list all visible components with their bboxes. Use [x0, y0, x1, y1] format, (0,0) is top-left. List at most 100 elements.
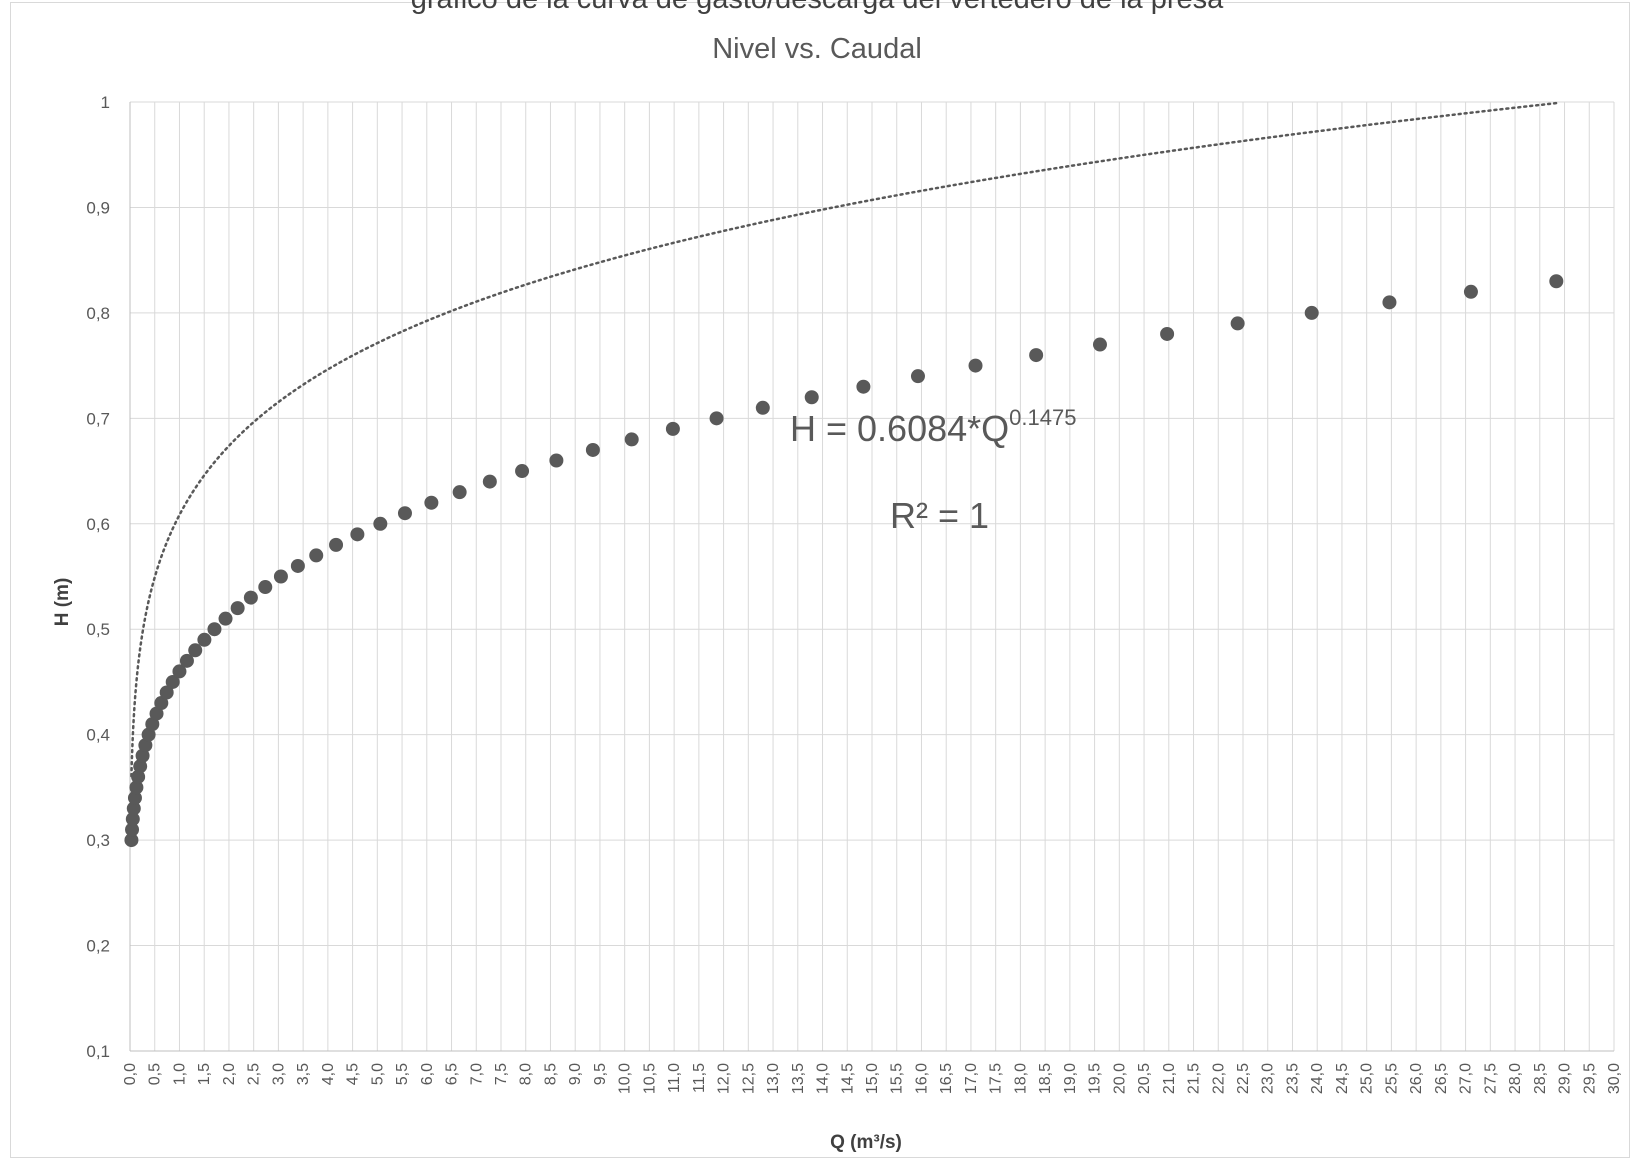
x-tick-label: 16,5 [938, 1063, 955, 1094]
chart-title: Nivel vs. Caudal [712, 33, 922, 65]
data-point [515, 464, 530, 479]
data-point [141, 727, 156, 742]
data-point [207, 622, 222, 637]
data-point [125, 822, 140, 837]
x-tick-label: 8,5 [542, 1063, 559, 1085]
equation-exponent: 0.1475 [1009, 405, 1076, 430]
y-tick-label: 1 [101, 93, 110, 112]
data-point [172, 664, 187, 679]
x-tick-label: 3,5 [295, 1063, 312, 1085]
data-point [131, 769, 146, 784]
data-point [125, 812, 140, 827]
y-tick-label: 0,2 [86, 937, 110, 956]
data-points [124, 274, 1564, 848]
data-point [1463, 284, 1478, 299]
x-tick-label: 24,5 [1334, 1063, 1351, 1094]
y-axis-title: H (m) [52, 578, 73, 627]
data-point [910, 369, 925, 384]
data-point [1160, 326, 1175, 341]
x-tick-label: 6,0 [419, 1063, 436, 1085]
trendline [130, 101, 1558, 778]
data-point [1382, 295, 1397, 310]
data-point [127, 790, 142, 805]
x-tick-label: 1,0 [171, 1063, 188, 1085]
data-point [1549, 274, 1564, 289]
x-tick-label: 15,0 [864, 1063, 881, 1094]
x-tick-label: 10,0 [617, 1063, 634, 1094]
x-tick-label: 9,5 [592, 1063, 609, 1085]
data-point [709, 411, 724, 426]
x-tick-label: 23,0 [1260, 1063, 1277, 1094]
x-tick-label: 6,5 [444, 1063, 461, 1085]
x-tick-label: 14,5 [839, 1063, 856, 1094]
chart-area-border [10, 2, 1630, 1158]
trendline-layer [130, 101, 1558, 778]
data-point [165, 674, 180, 689]
y-tick-label: 0,5 [86, 620, 110, 639]
data-point [549, 453, 564, 468]
x-axis-title: Q (m³/s) [830, 1132, 902, 1153]
axes [129, 102, 1614, 1052]
y-tick-label: 0,8 [86, 304, 110, 323]
y-tick-label: 0,1 [86, 1042, 110, 1061]
data-point [350, 527, 365, 542]
data-point [149, 706, 164, 721]
x-tick-label: 1,5 [196, 1063, 213, 1085]
x-tick-label: 26,0 [1408, 1063, 1425, 1094]
data-point [243, 590, 258, 605]
data-point [755, 400, 770, 415]
gridlines [129, 101, 1615, 1052]
x-tick-label: 10,5 [641, 1063, 658, 1094]
data-point [309, 548, 324, 563]
data-point [968, 358, 983, 373]
equation-text: H = 0.6084*Q [790, 408, 1009, 449]
data-point [230, 601, 245, 616]
x-tick-label: 2,5 [246, 1063, 263, 1085]
data-point [179, 653, 194, 668]
data-point [804, 390, 819, 405]
y-tick-label: 0,7 [86, 409, 110, 428]
x-tick-label: 14,0 [815, 1063, 832, 1094]
x-tick-label: 15,5 [889, 1063, 906, 1094]
x-tick-label: 3,0 [270, 1063, 287, 1085]
y-tick-label: 0,4 [86, 726, 110, 745]
data-point [424, 495, 439, 510]
x-tick-label: 28,5 [1532, 1063, 1549, 1094]
data-point [452, 485, 467, 500]
x-tick-label: 4,5 [345, 1063, 362, 1085]
header-cut-text: gráfico de la curva de gasto/descarga de… [411, 0, 1224, 15]
data-point [856, 379, 871, 394]
x-tick-label: 17,5 [988, 1063, 1005, 1094]
data-point [154, 696, 169, 711]
x-tick-label: 30,0 [1606, 1063, 1623, 1094]
x-tick-label: 29,5 [1581, 1063, 1598, 1094]
data-point [1304, 305, 1319, 320]
data-point [258, 580, 273, 595]
data-point [124, 833, 139, 848]
y-tick-label: 0,6 [86, 515, 110, 534]
x-tick-label: 22,5 [1235, 1063, 1252, 1094]
x-tick-label: 5,0 [369, 1063, 386, 1085]
y-tick-label: 0,3 [86, 831, 110, 850]
x-tick-label: 13,0 [765, 1063, 782, 1094]
data-point [624, 432, 639, 447]
x-tick-label: 16,0 [913, 1063, 930, 1094]
x-tick-label: 9,0 [567, 1063, 584, 1085]
data-point [129, 780, 144, 795]
x-tick-label: 7,5 [493, 1063, 510, 1085]
x-tick-label: 27,0 [1458, 1063, 1475, 1094]
x-tick-label: 20,0 [1111, 1063, 1128, 1094]
data-point [273, 569, 288, 584]
data-point [329, 537, 344, 552]
x-tick-label: 13,5 [790, 1063, 807, 1094]
y-tick-labels: 0,1 0,2 0,3 0,4 0,5 0,6 0,7 0,8 0,9 1 [86, 93, 110, 1061]
data-point [218, 611, 233, 626]
x-tick-label: 4,0 [320, 1063, 337, 1085]
equation-annotation: H = 0.6084*Q0.1475 [790, 405, 1076, 449]
x-tick-label: 11,0 [666, 1063, 683, 1093]
x-tick-label: 2,0 [221, 1063, 238, 1085]
y-tick-label: 0,9 [86, 198, 110, 217]
x-tick-label: 19,0 [1062, 1063, 1079, 1094]
data-point [145, 717, 160, 732]
